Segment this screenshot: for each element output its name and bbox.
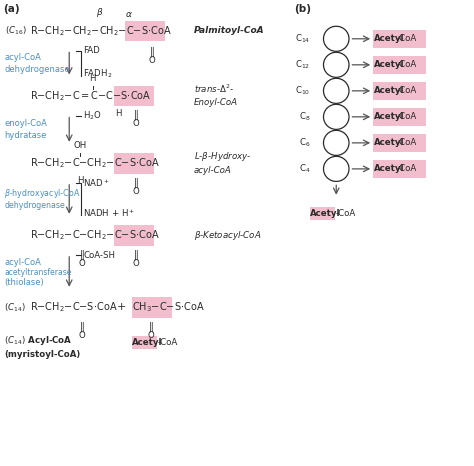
Text: $\Vert$: $\Vert$ <box>79 320 85 334</box>
Text: $\Vert$: $\Vert$ <box>79 248 85 262</box>
Text: R$-$CH$_2$$-$C$-$CH$_2$$-$C$-$S$\cdot$CoA: R$-$CH$_2$$-$C$-$CH$_2$$-$C$-$S$\cdot$Co… <box>30 228 160 242</box>
Text: $\Vert$: $\Vert$ <box>149 45 155 59</box>
Text: -CoA: -CoA <box>397 112 417 121</box>
Text: O: O <box>147 330 155 340</box>
Text: H: H <box>77 176 83 185</box>
Text: C$_8$: C$_8$ <box>299 110 310 123</box>
Text: R$-$CH$_2$$-$CH$_2$$-$CH$_2$$-$C$-$S$\cdot$CoA: R$-$CH$_2$$-$CH$_2$$-$CH$_2$$-$C$-$S$\cd… <box>30 24 172 38</box>
FancyBboxPatch shape <box>114 153 155 173</box>
Text: C$_{12}$: C$_{12}$ <box>295 59 310 71</box>
Text: $trans$-$\Delta^2$-: $trans$-$\Delta^2$- <box>193 83 234 95</box>
Text: $\Vert$: $\Vert$ <box>133 248 138 262</box>
FancyBboxPatch shape <box>114 225 155 246</box>
Text: Acetyl: Acetyl <box>374 34 404 43</box>
Text: $(C_{16})$: $(C_{16})$ <box>5 25 27 37</box>
Text: C$_{10}$: C$_{10}$ <box>295 85 310 97</box>
FancyBboxPatch shape <box>310 206 335 219</box>
Text: $\Vert$: $\Vert$ <box>133 109 138 123</box>
Text: NADH + H$^+$: NADH + H$^+$ <box>83 208 136 219</box>
Text: FADH$_2$: FADH$_2$ <box>83 68 113 80</box>
FancyBboxPatch shape <box>373 108 426 126</box>
Text: Acetyl: Acetyl <box>310 208 341 218</box>
FancyBboxPatch shape <box>373 82 426 100</box>
Text: $\beta$-hydroxyacyl-CoA: $\beta$-hydroxyacyl-CoA <box>4 187 81 200</box>
Text: $(C_{14})$ Acyl-CoA: $(C_{14})$ Acyl-CoA <box>4 334 73 347</box>
Text: Acetyl: Acetyl <box>374 86 404 96</box>
Text: acetyltransferase: acetyltransferase <box>4 268 72 277</box>
Text: Acetyl: Acetyl <box>132 338 163 347</box>
Text: O: O <box>148 55 155 64</box>
Text: Acetyl: Acetyl <box>374 60 404 69</box>
Text: (b): (b) <box>294 4 311 14</box>
Text: dehydrogenase: dehydrogenase <box>4 201 65 210</box>
Text: C$_6$: C$_6$ <box>299 137 310 149</box>
Text: acyl-CoA: acyl-CoA <box>193 166 231 175</box>
Text: $\beta$-Ketoacyl-CoA: $\beta$-Ketoacyl-CoA <box>193 229 261 242</box>
Text: R$-$CH$_2$$-$C$-$S$\cdot$CoA: R$-$CH$_2$$-$C$-$S$\cdot$CoA <box>30 301 118 314</box>
Text: (myristoyl-CoA): (myristoyl-CoA) <box>4 350 81 359</box>
Text: R$-$CH$_2$$-$C$=$C$-$C$-$S$\cdot$CoA: R$-$CH$_2$$-$C$=$C$-$C$-$S$\cdot$CoA <box>30 89 151 103</box>
Text: dehydrogenase: dehydrogenase <box>4 65 70 74</box>
Text: O: O <box>132 259 139 267</box>
Text: O: O <box>79 330 85 340</box>
Text: L-$\beta$-Hydroxy-: L-$\beta$-Hydroxy- <box>193 150 251 163</box>
Text: C$_4$: C$_4$ <box>299 163 310 175</box>
Text: $\beta$: $\beta$ <box>96 6 104 19</box>
Text: H: H <box>116 109 122 118</box>
Text: O: O <box>132 119 139 128</box>
Text: -CoA: -CoA <box>336 208 356 218</box>
Text: acyl-CoA: acyl-CoA <box>4 53 41 62</box>
Text: Acetyl: Acetyl <box>374 112 404 121</box>
Text: (thiolase): (thiolase) <box>4 278 44 287</box>
Text: -CoA: -CoA <box>397 164 417 173</box>
Text: R$-$CH$_2$$-$C$-$CH$_2$$-$C$-$S$\cdot$CoA: R$-$CH$_2$$-$C$-$CH$_2$$-$C$-$S$\cdot$Co… <box>30 157 160 170</box>
Text: NAD$^+$: NAD$^+$ <box>83 178 110 189</box>
FancyBboxPatch shape <box>373 159 426 178</box>
FancyBboxPatch shape <box>373 29 426 48</box>
Text: (a): (a) <box>3 4 20 14</box>
Text: +: + <box>117 302 126 312</box>
Text: H$_2$O: H$_2$O <box>83 110 102 122</box>
Text: -CoA: -CoA <box>397 34 417 43</box>
Text: $\Vert$: $\Vert$ <box>148 320 154 334</box>
Text: -CoA: -CoA <box>397 138 417 147</box>
FancyBboxPatch shape <box>114 86 155 106</box>
Text: $\Vert$: $\Vert$ <box>133 176 138 190</box>
Text: O: O <box>79 259 85 267</box>
Text: Enoyl-CoA: Enoyl-CoA <box>193 98 237 107</box>
Text: O: O <box>132 186 139 196</box>
Text: Acetyl: Acetyl <box>374 138 404 147</box>
Text: $\alpha$: $\alpha$ <box>125 10 133 19</box>
Text: acyl-CoA: acyl-CoA <box>4 258 41 267</box>
Text: CH$_3$$-$C$-$S$\cdot$CoA: CH$_3$$-$C$-$S$\cdot$CoA <box>132 301 205 314</box>
FancyBboxPatch shape <box>132 336 156 349</box>
Text: Acetyl: Acetyl <box>374 164 404 173</box>
Text: C$_{14}$: C$_{14}$ <box>295 33 310 45</box>
Text: -CoA: -CoA <box>397 86 417 96</box>
Text: CoA-SH: CoA-SH <box>83 251 115 260</box>
Text: -CoA: -CoA <box>397 60 417 69</box>
Text: H: H <box>90 74 96 83</box>
Text: OH: OH <box>73 141 87 151</box>
Text: -CoA: -CoA <box>157 338 178 347</box>
FancyBboxPatch shape <box>132 297 172 317</box>
Text: enoyl-CoA: enoyl-CoA <box>4 119 47 128</box>
FancyBboxPatch shape <box>373 134 426 152</box>
Text: $(C_{14})$: $(C_{14})$ <box>4 301 27 314</box>
FancyBboxPatch shape <box>125 21 164 41</box>
Text: hydratase: hydratase <box>4 131 47 140</box>
FancyBboxPatch shape <box>373 55 426 74</box>
Text: Palmitoyl-CoA: Palmitoyl-CoA <box>193 27 264 35</box>
Text: FAD: FAD <box>83 47 100 55</box>
